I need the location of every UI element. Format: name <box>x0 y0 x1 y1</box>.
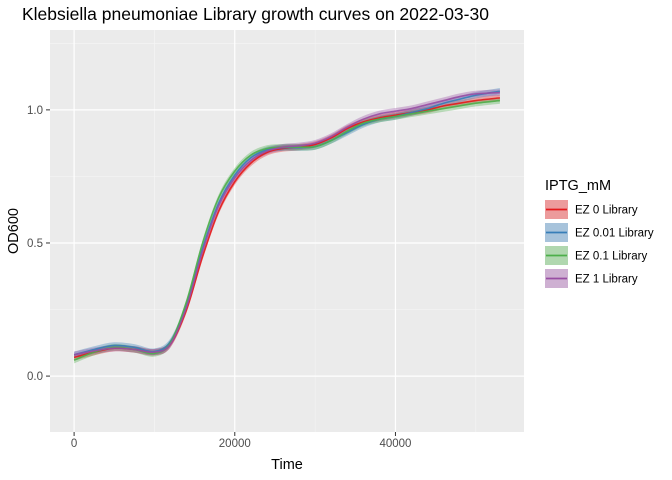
plot-panel <box>50 30 524 432</box>
y-axis-title: OD600 <box>6 208 22 254</box>
chart-title: Klebsiella pneumoniae Library growth cur… <box>22 4 489 24</box>
legend-label: EZ 1 Library <box>575 274 638 286</box>
legend: IPTG_mM EZ 0 Library EZ 0.01 Library EZ 0.… <box>545 178 654 288</box>
y-tick-label: 0.0 <box>27 371 43 383</box>
minor-gridlines <box>50 30 524 432</box>
x-axis: 0 20000 40000 <box>71 432 411 450</box>
legend-item: EZ 0.01 Library <box>545 223 654 242</box>
y-tick-label: 0.5 <box>27 238 43 250</box>
legend-label: EZ 0.1 Library <box>575 251 647 263</box>
x-tick-label: 40000 <box>379 438 411 450</box>
x-tick-label: 20000 <box>219 438 251 450</box>
legend-items: EZ 0 Library EZ 0.01 Library EZ 0.1 Librar… <box>545 200 654 288</box>
y-axis: 0.0 0.5 1.0 <box>27 105 50 383</box>
legend-label: EZ 0.01 Library <box>575 228 654 240</box>
series-lines <box>73 90 501 361</box>
major-gridlines <box>50 30 524 432</box>
y-tick-label: 1.0 <box>27 105 43 117</box>
series-line-3 <box>73 91 500 356</box>
legend-item: EZ 0.1 Library <box>545 246 647 265</box>
x-tick-label: 0 <box>71 438 77 450</box>
legend-title: IPTG_mM <box>545 178 611 194</box>
legend-item: EZ 0 Library <box>545 200 638 219</box>
legend-label: EZ 0 Library <box>575 205 638 217</box>
legend-item: EZ 1 Library <box>545 269 638 288</box>
x-axis-title: Time <box>271 457 303 473</box>
